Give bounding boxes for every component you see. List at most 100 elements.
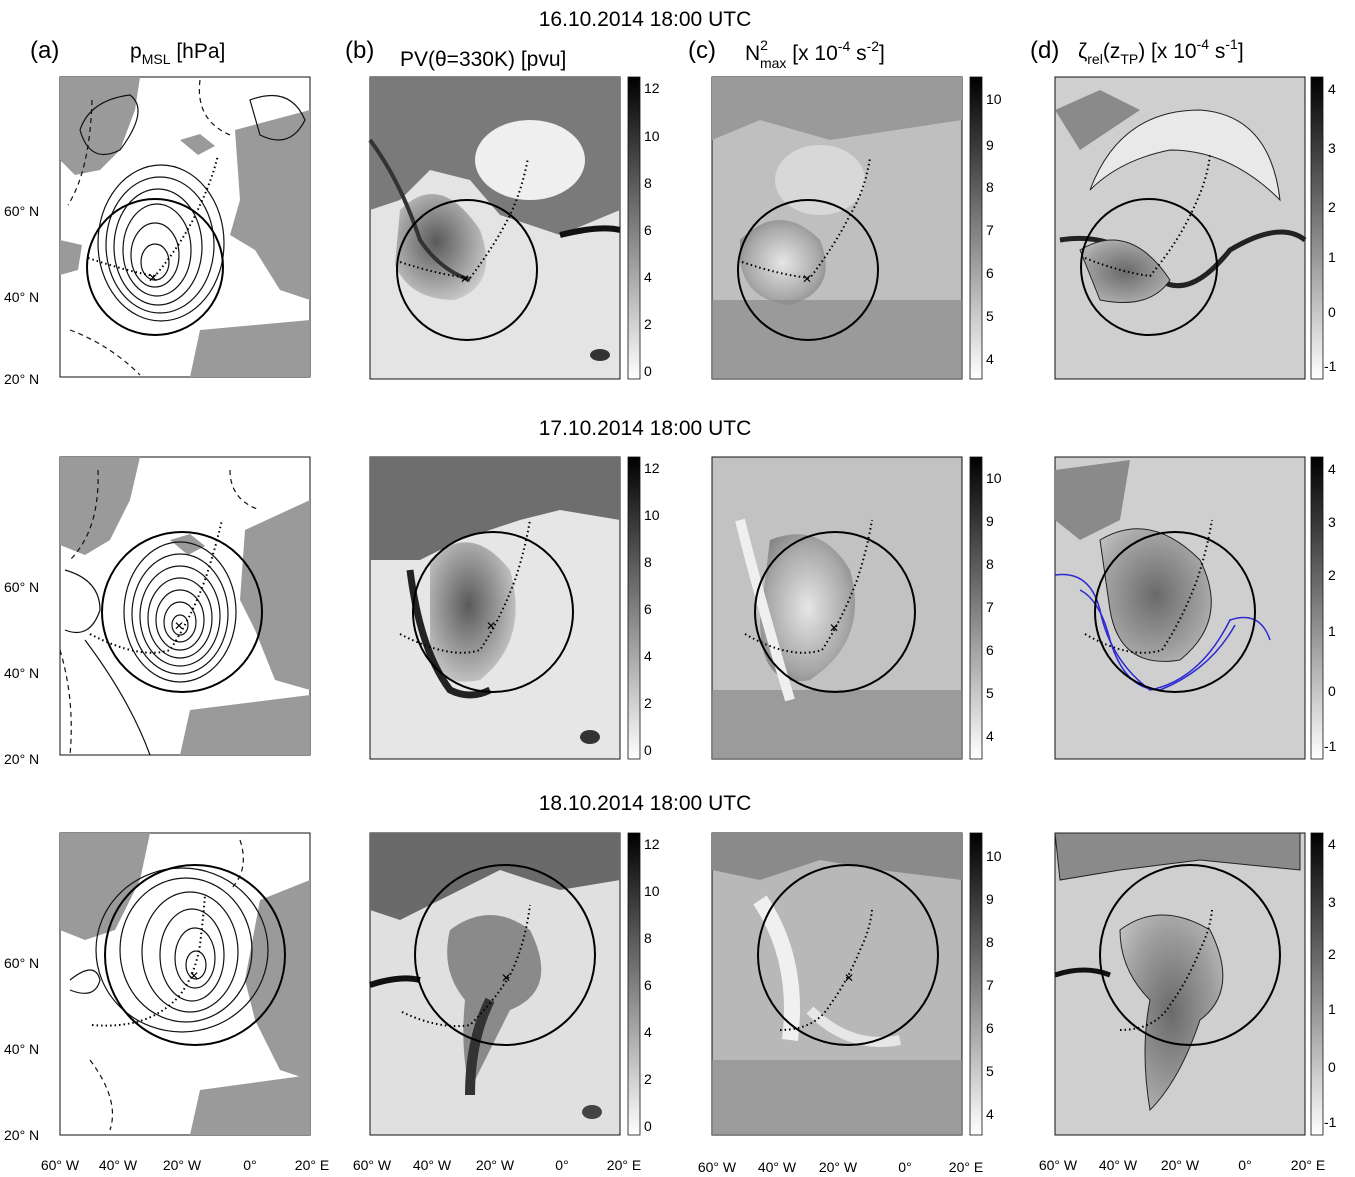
colorbar-d3 — [1310, 832, 1324, 1136]
lat-40-r3: 40° N — [4, 1041, 39, 1057]
colorbar-d1 — [1310, 76, 1324, 380]
map-c-row1: ✕ — [711, 76, 963, 380]
cbar-d1-1: 1 — [1328, 249, 1336, 265]
track-d2 — [1084, 519, 1213, 654]
title-d-main: ζ — [1078, 40, 1087, 63]
target-circle-d2 — [1094, 531, 1256, 693]
panel-letter-c: (c) — [688, 37, 716, 64]
lon-d-0: 0° — [1238, 1157, 1251, 1173]
map-a-row1: ✕ — [59, 76, 311, 378]
target-circle-b3 — [414, 864, 596, 1046]
cbar-d2-4: 4 — [1328, 461, 1336, 477]
map-c-row2: ✕ — [711, 456, 963, 760]
row-title-2: 17.10.2014 18:00 UTC — [539, 417, 751, 440]
cbar-b2-10: 10 — [644, 507, 660, 523]
center-mark-c1: ✕ — [802, 272, 812, 286]
target-circle-c3 — [757, 864, 939, 1046]
lon-b-40w: 40° W — [413, 1157, 452, 1173]
lon-labels-a: 60° W 40° W 20° W 0° 20° E — [41, 1157, 329, 1173]
cbar-b2-6: 6 — [644, 601, 652, 617]
lat-labels-row1: 60° N 40° N 20° N — [4, 203, 39, 387]
cbar-d1-0: 0 — [1328, 304, 1336, 320]
cbar-b2-12: 12 — [644, 460, 660, 476]
title-a: pMSL [hPa] — [130, 40, 225, 67]
lat-20-r1: 20° N — [4, 371, 39, 387]
target-circle-a1 — [86, 198, 224, 336]
colorbar-c1 — [969, 76, 983, 380]
cbar-c2-9: 9 — [986, 513, 994, 529]
cbar-b1-10: 10 — [644, 128, 660, 144]
map-d-row3 — [1054, 832, 1306, 1136]
track-a1 — [87, 154, 219, 278]
row-title-1: 16.10.2014 18:00 UTC — [539, 8, 751, 31]
cbar-ticks-b3: 12 10 8 6 4 2 0 — [644, 836, 660, 1134]
panel-letter-a: (a) — [30, 37, 59, 64]
target-circle-a2 — [101, 531, 263, 693]
title-d-tail: (z — [1103, 40, 1121, 63]
lat-40-r1: 40° N — [4, 289, 39, 305]
cbar-c1-8: 8 — [986, 179, 994, 195]
title-c-sup2: -4 — [838, 38, 851, 54]
lat-20-r3: 20° N — [4, 1127, 39, 1143]
center-mark-c3: ✕ — [844, 971, 854, 985]
cbar-b3-0: 0 — [644, 1118, 652, 1134]
lon-labels-c: 60° W 40° W 20° W 0° 20° E — [698, 1159, 983, 1175]
cbar-c1-7: 7 — [986, 222, 994, 238]
cbar-b1-0: 0 — [644, 363, 652, 379]
cbar-b1-12: 12 — [644, 80, 660, 96]
lon-c-60w: 60° W — [698, 1159, 737, 1175]
cbar-c1-6: 6 — [986, 265, 994, 281]
map-a-row2: ✕ — [59, 456, 311, 756]
cbar-c2-5: 5 — [986, 685, 994, 701]
cbar-b1-4: 4 — [644, 269, 652, 285]
lon-a-60w: 60° W — [41, 1157, 80, 1173]
track-c1 — [741, 157, 871, 280]
target-circle-b2 — [412, 531, 574, 693]
lon-c-20w: 20° W — [819, 1159, 858, 1175]
cbar-c1-10: 10 — [986, 91, 1002, 107]
lat-60-r1: 60° N — [4, 203, 39, 219]
cbar-c1-9: 9 — [986, 137, 994, 153]
cbar-b1-2: 2 — [644, 316, 652, 332]
cbar-b3-10: 10 — [644, 883, 660, 899]
lat-60-r2: 60° N — [4, 579, 39, 595]
target-circle-d3 — [1099, 864, 1281, 1046]
lon-b-60w: 60° W — [353, 1157, 392, 1173]
center-mark-b2: ✕ — [486, 619, 496, 633]
cbar-d1-2: 2 — [1328, 199, 1336, 215]
cbar-c3-8: 8 — [986, 934, 994, 950]
svg-text:ζrel(zTP) [x 10-4 s-1]: ζrel(zTP) [x 10-4 s-1] — [1078, 36, 1244, 67]
cbar-d2-3: 3 — [1328, 514, 1336, 530]
cbar-b3-4: 4 — [644, 1024, 652, 1040]
land-greenland — [60, 77, 140, 175]
colorbar-b1 — [627, 76, 641, 380]
center-mark-b3: ✕ — [501, 971, 511, 985]
lat-20-r2: 20° N — [4, 751, 39, 767]
title-c-sup: 2 — [760, 37, 768, 53]
cbar-d3-4: 4 — [1328, 836, 1336, 852]
title-c-sub: max — [760, 55, 786, 71]
track-a3 — [91, 894, 206, 1027]
colorbar-b2 — [627, 456, 641, 760]
lon-c-20e: 20° E — [949, 1159, 983, 1175]
title-b-text: PV(θ=330K) [pvu] — [400, 48, 566, 71]
land-canada — [60, 240, 82, 275]
cbar-c3-4: 4 — [986, 1106, 994, 1122]
map-d-row2 — [1054, 456, 1306, 760]
lon-a-0: 0° — [243, 1157, 256, 1173]
target-circle-c2 — [754, 531, 916, 693]
cbar-b2-4: 4 — [644, 648, 652, 664]
colorbar-c2 — [969, 456, 983, 760]
cbar-d1-3: 3 — [1328, 140, 1336, 156]
cbar-c2-6: 6 — [986, 642, 994, 658]
map-d-row1 — [1054, 76, 1307, 380]
title-d-sup2: -4 — [1197, 36, 1210, 52]
cbar-b1-8: 8 — [644, 175, 652, 191]
lon-c-40w: 40° W — [758, 1159, 797, 1175]
cbar-ticks-b1: 12 10 8 6 4 2 0 — [644, 80, 660, 379]
cbar-b3-2: 2 — [644, 1071, 652, 1087]
cbar-c3-7: 7 — [986, 977, 994, 993]
land-europe — [230, 110, 310, 300]
title-c: N2 max [x 10-4 s-2] — [745, 37, 885, 71]
